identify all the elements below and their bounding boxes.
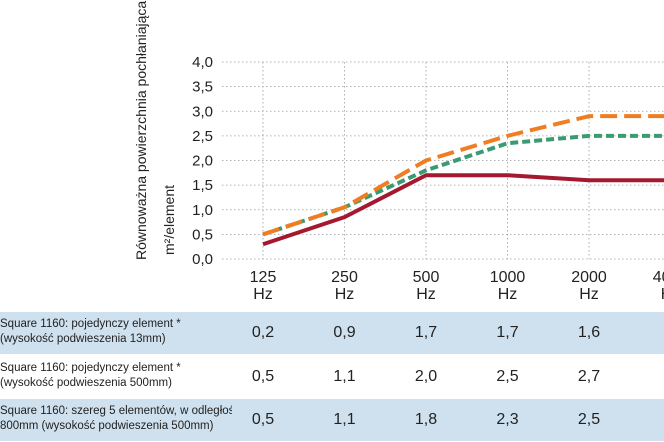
y-axis-ticks: 0,0 0,5 1,0 1,5 2,0 2,5 3,0 3,5 4,0 bbox=[192, 54, 213, 268]
table-cell: 2 bbox=[641, 368, 664, 386]
table-cell: 1,7 bbox=[414, 324, 438, 341]
row-label-line2: (wysokość podwieszenia 500mm) bbox=[0, 377, 172, 389]
y-tick-label: 1,0 bbox=[192, 202, 213, 219]
table-row: Square 1160: szereg 5 elementów, w odleg… bbox=[0, 399, 664, 441]
row-label-line1: Square 1160: pojedynczy element * bbox=[0, 362, 181, 374]
series-line-s1 bbox=[262, 173, 664, 247]
y-tick-label: 3,0 bbox=[192, 103, 213, 120]
series-line-s2 bbox=[262, 114, 664, 237]
x-tick-label: 250 bbox=[331, 269, 358, 286]
x-tick-unit: Hz bbox=[579, 286, 599, 300]
table-cell: 2,5 bbox=[496, 368, 519, 385]
absorption-chart: 0,00,51,01,52,02,53,03,54,0 125Hz250Hz50… bbox=[133, 1, 664, 300]
table-cell: 2,5 bbox=[577, 411, 601, 428]
table-cell: 2,3 bbox=[496, 411, 519, 428]
y-axis-label: Równoważna powierzchnia pochłaniająca m²… bbox=[133, 1, 177, 260]
x-tick-label: 4000 bbox=[653, 269, 664, 286]
y-tick-label: 3,5 bbox=[192, 79, 213, 96]
y-tick-label: 0,0 bbox=[192, 251, 213, 268]
table-cell: 2 bbox=[641, 411, 664, 429]
x-tick-unit: Hz bbox=[498, 286, 518, 300]
row-label: Square 1160: pojedynczy element * (wysoko… bbox=[0, 317, 232, 347]
x-tick-unit: Hz bbox=[253, 286, 273, 300]
row-label: Square 1160: pojedynczy element * (wysoko… bbox=[0, 361, 232, 391]
y-axis-title: Równoważna powierzchnia pochłaniająca bbox=[133, 1, 149, 260]
x-tick-label: 2000 bbox=[571, 269, 607, 286]
chart-grid bbox=[222, 61, 664, 260]
table-cell: 2,0 bbox=[414, 368, 438, 385]
x-tick-unit: Hz bbox=[661, 286, 664, 300]
row-label-line2: (wysokość podwieszenia 13mm) bbox=[0, 333, 166, 345]
y-tick-label: 0,5 bbox=[192, 226, 213, 243]
table-cell: 1 bbox=[641, 324, 664, 342]
x-tick-unit: Hz bbox=[416, 286, 436, 300]
x-tick-label: 1000 bbox=[490, 269, 526, 286]
table-cell: 0,9 bbox=[333, 324, 356, 341]
table-cell: 0,5 bbox=[251, 411, 275, 428]
row-label-line1: Square 1160: pojedynczy element * bbox=[0, 318, 181, 330]
y-tick-label: 1,5 bbox=[192, 177, 213, 194]
y-axis-unit: m²/element bbox=[161, 185, 177, 255]
x-tick-label: 125 bbox=[250, 269, 277, 286]
row-label-line2: 800mm (wysokość podwieszenia 500mm) bbox=[0, 420, 214, 432]
x-axis-ticks: 125Hz250Hz500Hz1000Hz2000Hz4000Hz bbox=[250, 269, 664, 300]
row-label: Square 1160: szereg 5 elementów, w odleg… bbox=[0, 404, 232, 434]
table-row: Square 1160: pojedynczy element * (wysoko… bbox=[0, 356, 664, 398]
table-row: Square 1160: pojedynczy element * (wysoko… bbox=[0, 312, 664, 354]
y-tick-label: 2,0 bbox=[192, 153, 213, 170]
table-cell: 0,5 bbox=[251, 368, 275, 385]
table-cell: 1,1 bbox=[333, 368, 356, 385]
series-line-s3 bbox=[262, 133, 664, 237]
y-tick-label: 4,0 bbox=[192, 54, 213, 71]
x-tick-label: 500 bbox=[413, 269, 440, 286]
table-cell: 1,1 bbox=[333, 411, 356, 428]
x-tick-unit: Hz bbox=[335, 286, 355, 300]
table-cell: 2,7 bbox=[577, 368, 601, 385]
table-cell: 1,8 bbox=[414, 411, 438, 428]
table-cell: 1,6 bbox=[577, 324, 601, 341]
y-tick-label: 2,5 bbox=[192, 128, 213, 145]
chart-series bbox=[262, 114, 664, 247]
row-label-line1: Square 1160: szereg 5 elementów, w odleg… bbox=[0, 405, 232, 417]
table-cell: 0,2 bbox=[251, 324, 275, 341]
table-cell: 1,7 bbox=[496, 324, 519, 341]
